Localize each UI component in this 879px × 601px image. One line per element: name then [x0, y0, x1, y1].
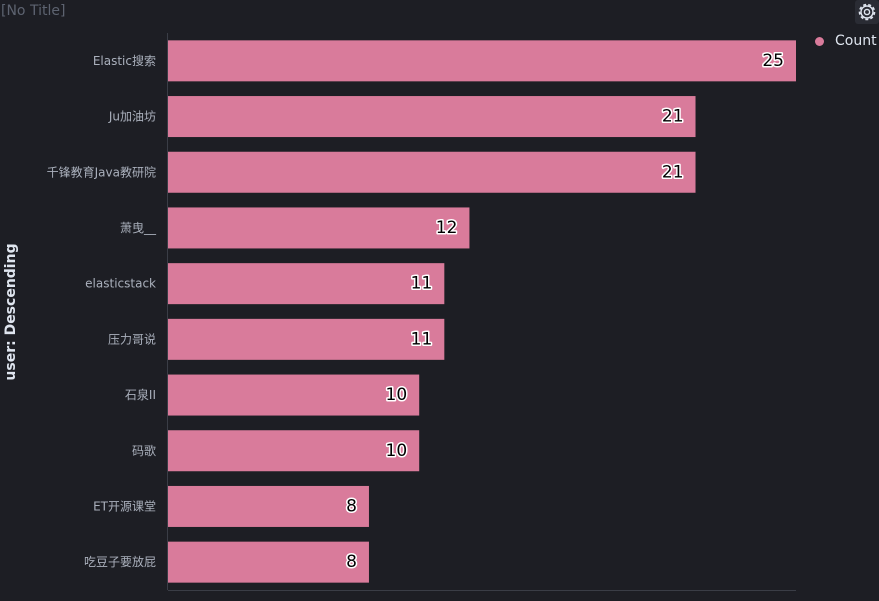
- bar-6[interactable]: [168, 374, 420, 416]
- bar-value-label-6: 10: [386, 385, 408, 405]
- category-label-1: Ju加油坊: [108, 109, 156, 124]
- bar-value-label-0: 25: [762, 51, 784, 71]
- category-label-4: elasticstack: [85, 277, 156, 291]
- bar-value-label-7: 10: [386, 441, 408, 461]
- bar-1[interactable]: [168, 96, 696, 138]
- bar-value-label-2: 21: [662, 162, 684, 182]
- bar-value-label-8: 8: [346, 496, 357, 516]
- category-label-9: 吃豆子要放屁: [84, 554, 156, 569]
- category-label-3: 萧曳__: [120, 221, 157, 235]
- category-label-2: 千锋教育Java教研院: [47, 164, 156, 179]
- bar-4[interactable]: [168, 263, 445, 305]
- bar-7[interactable]: [168, 430, 420, 472]
- category-label-5: 压力哥说: [108, 331, 156, 346]
- bar-0[interactable]: [168, 40, 796, 82]
- legend-dot-count: [815, 36, 824, 46]
- bar-8[interactable]: [168, 485, 369, 527]
- bar-2[interactable]: [168, 151, 696, 193]
- category-label-7: 码歌: [132, 443, 156, 458]
- bar-value-label-3: 12: [436, 218, 458, 238]
- chart-legend: Count: [815, 33, 877, 49]
- legend-label-count: Count: [835, 33, 877, 49]
- gear-icon[interactable]: [855, 0, 879, 24]
- bar-value-label-9: 8: [346, 552, 357, 572]
- bar-5[interactable]: [168, 318, 445, 360]
- bar-value-label-1: 21: [662, 107, 684, 127]
- bar-3[interactable]: [168, 207, 470, 249]
- category-label-0: Elastic搜索: [93, 53, 156, 68]
- panel-title: [No Title]: [1, 3, 66, 19]
- bar-value-label-5: 11: [411, 329, 433, 349]
- category-label-6: 石泉II: [125, 388, 156, 402]
- bar-value-label-4: 11: [411, 274, 433, 294]
- category-label-8: ET开源课堂: [93, 499, 156, 513]
- bar-9[interactable]: [168, 541, 369, 583]
